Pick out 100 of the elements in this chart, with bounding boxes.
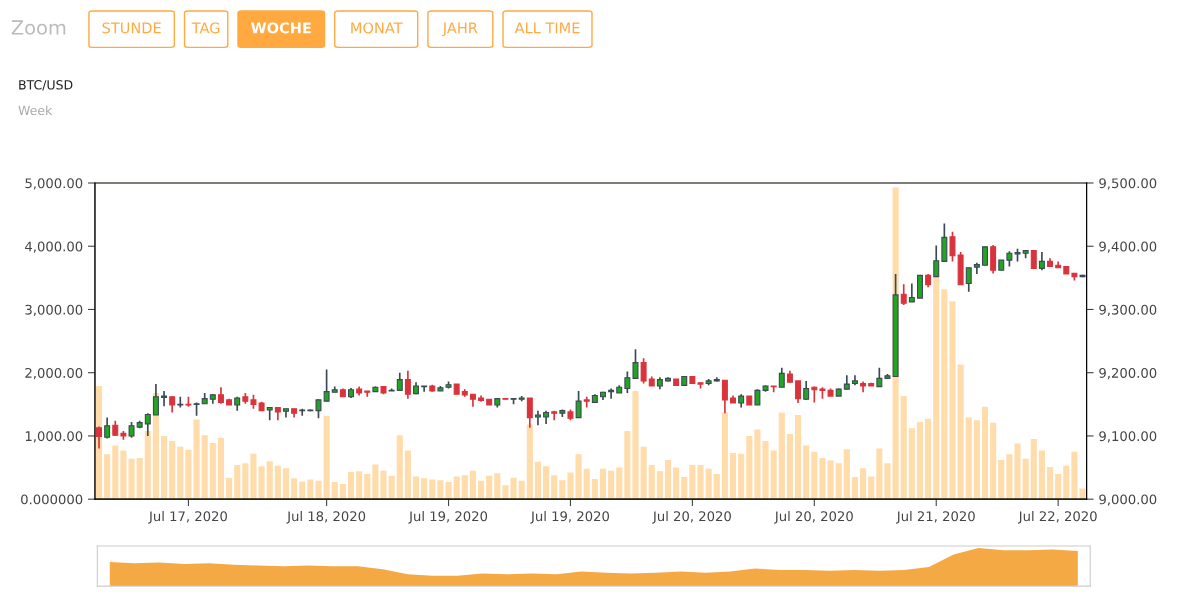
bar xyxy=(429,479,436,500)
bar xyxy=(616,467,623,500)
x-tick-label: Jul 17, 2020 xyxy=(148,510,227,524)
bar xyxy=(608,470,615,500)
x-tick-label: Jul 19, 2020 xyxy=(530,510,610,524)
bar xyxy=(689,465,696,500)
text: TAG xyxy=(191,22,220,34)
bar xyxy=(372,464,379,500)
bar xyxy=(543,466,550,500)
candlestick xyxy=(640,357,647,385)
bar xyxy=(729,453,737,500)
text: MONAT xyxy=(351,22,403,34)
bar xyxy=(599,468,607,500)
bar xyxy=(1046,466,1054,500)
bar xyxy=(299,481,306,500)
bar xyxy=(258,466,265,500)
bar xyxy=(770,450,777,500)
bar xyxy=(965,417,972,500)
text: WOCHE xyxy=(251,22,311,34)
bar xyxy=(282,468,290,500)
candlestick xyxy=(876,366,883,388)
candlestick xyxy=(916,274,923,299)
text: ALL TIME xyxy=(514,22,580,34)
bar xyxy=(339,483,346,500)
bar xyxy=(315,480,322,500)
bar xyxy=(120,450,127,500)
bar xyxy=(876,448,883,500)
bar xyxy=(1071,451,1078,500)
candlestick xyxy=(608,387,615,400)
candlestick xyxy=(770,385,777,394)
candlestick xyxy=(949,230,956,263)
bar xyxy=(356,471,363,500)
bar xyxy=(396,435,403,500)
bar xyxy=(713,473,720,500)
bar xyxy=(201,435,208,500)
bar xyxy=(242,463,249,500)
candlestick xyxy=(575,390,582,419)
bar xyxy=(136,458,143,500)
x-tick-label: Jul 20, 2020 xyxy=(652,510,731,524)
candlestick xyxy=(152,383,159,416)
bar xyxy=(461,475,468,500)
candlestick xyxy=(1038,251,1045,272)
bar xyxy=(721,412,728,500)
text: STUNDE xyxy=(102,22,161,34)
x-tick-label: Jul 22, 2020 xyxy=(1018,510,1097,524)
bar xyxy=(738,453,745,500)
bar xyxy=(112,445,119,500)
candlestick xyxy=(161,390,168,408)
bar xyxy=(591,478,598,500)
candlestick xyxy=(1030,250,1037,269)
candlestick xyxy=(323,368,330,402)
bar xyxy=(860,468,867,500)
bar xyxy=(364,473,371,500)
bar xyxy=(1006,454,1013,500)
bar xyxy=(925,418,932,500)
y-tick-label: 1,000.00 xyxy=(25,431,83,443)
bar xyxy=(1038,450,1045,500)
bar xyxy=(421,478,428,500)
bar xyxy=(981,406,989,500)
bar xyxy=(404,450,411,500)
y-tick-label: 0.000000 xyxy=(21,494,83,505)
bar xyxy=(1022,458,1029,500)
bar xyxy=(1030,439,1037,500)
bar xyxy=(551,475,558,500)
candlestick xyxy=(900,283,907,306)
chart-subtitle: Week xyxy=(18,105,53,116)
bar xyxy=(518,480,525,500)
bar xyxy=(388,475,395,500)
y2-tick-label: 9,500.00 xyxy=(1099,178,1157,190)
bar xyxy=(648,465,655,500)
bar xyxy=(380,470,387,500)
bar xyxy=(193,419,200,500)
bar xyxy=(486,475,493,500)
y2-tick-label: 9,000.00 xyxy=(1099,494,1157,506)
bar xyxy=(908,428,915,500)
candlestick xyxy=(421,385,428,393)
bar xyxy=(656,471,663,500)
y-tick-label: 3,000.00 xyxy=(25,304,83,317)
bar xyxy=(900,396,907,500)
candlestick xyxy=(990,244,997,275)
bar xyxy=(323,415,330,500)
bar xyxy=(510,477,517,500)
bar xyxy=(169,440,176,500)
x-tick-label: Jul 20, 2020 xyxy=(774,510,853,524)
bar xyxy=(478,480,485,500)
bar xyxy=(226,477,233,500)
bar xyxy=(144,430,151,500)
candlestick xyxy=(965,266,972,293)
bar xyxy=(884,463,891,500)
bar xyxy=(453,476,460,500)
bar xyxy=(437,480,444,500)
bar xyxy=(868,476,875,500)
bar xyxy=(1014,443,1021,500)
bar xyxy=(705,468,712,500)
bar xyxy=(811,451,818,500)
candlestick xyxy=(803,380,810,401)
candlestick xyxy=(933,244,940,278)
candlestick xyxy=(778,366,785,389)
bar xyxy=(664,459,672,500)
bar xyxy=(851,477,858,500)
